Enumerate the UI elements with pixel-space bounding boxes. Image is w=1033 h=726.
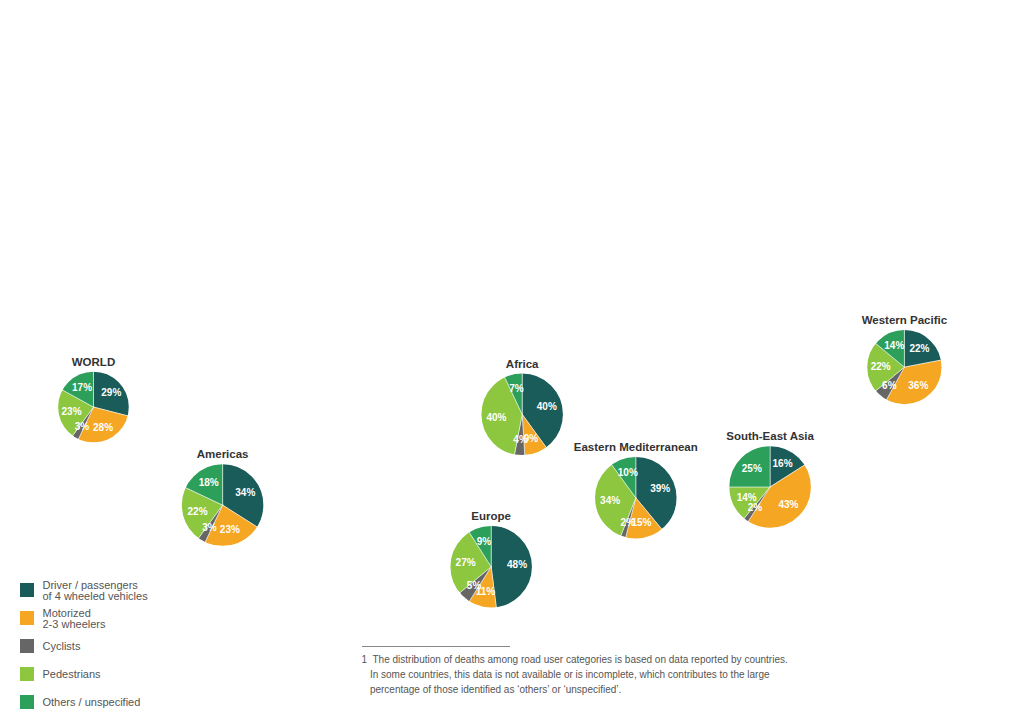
svg-text:22%: 22% — [909, 343, 929, 354]
svg-text:40%: 40% — [537, 401, 557, 412]
svg-text:9%: 9% — [523, 432, 539, 444]
svg-text:11%: 11% — [475, 586, 496, 598]
svg-text:6%: 6% — [882, 380, 897, 391]
svg-text:Driver / passengersof 4 wheele: Driver / passengersof 4 wheeled vehicles — [43, 579, 149, 602]
svg-text:40%: 40% — [486, 412, 506, 423]
svg-text:10%: 10% — [618, 467, 638, 478]
svg-text:23%: 23% — [61, 406, 81, 417]
svg-text:9%: 9% — [477, 536, 492, 547]
svg-text:4%: 4% — [513, 434, 528, 445]
svg-text:Motorized2-3 wheelers: Motorized2-3 wheelers — [43, 607, 106, 630]
svg-text:28%: 28% — [93, 422, 113, 433]
svg-text:27%: 27% — [456, 557, 476, 568]
svg-text:5%: 5% — [467, 580, 482, 591]
svg-text:Africa: Africa — [506, 358, 539, 370]
svg-text:WORLD: WORLD — [72, 356, 115, 368]
html-text:1 The distribution of deaths a: 1 The distribution of deaths among road … — [361, 654, 788, 695]
svg-text:18%: 18% — [199, 477, 219, 488]
svg-text:Pedestrians: Pedestrians — [43, 668, 102, 680]
svg-text:Europe: Europe — [471, 510, 511, 522]
svg-text:22%: 22% — [188, 506, 208, 517]
svg-text:Others / unspecified: Others / unspecified — [43, 696, 141, 708]
svg-text:3%: 3% — [75, 421, 90, 432]
svg-text:43%: 43% — [778, 499, 798, 510]
svg-text:Western Pacific: Western Pacific — [862, 314, 948, 326]
svg-text:17%: 17% — [72, 382, 92, 393]
svg-text:39%: 39% — [650, 483, 670, 494]
svg-text:29%: 29% — [101, 387, 121, 398]
svg-text:34%: 34% — [600, 495, 620, 506]
svg-text:2%: 2% — [621, 517, 636, 528]
svg-text:25%: 25% — [742, 463, 762, 474]
svg-text:2%: 2% — [748, 502, 763, 513]
svg-text:15%: 15% — [631, 517, 652, 529]
svg-text:3%: 3% — [202, 522, 217, 533]
svg-text:South-East Asia: South-East Asia — [726, 430, 814, 442]
svg-text:7%: 7% — [509, 383, 524, 394]
svg-text:14%: 14% — [737, 492, 757, 503]
svg-text:22%: 22% — [871, 361, 891, 372]
svg-text:Americas: Americas — [197, 448, 249, 460]
svg-text:14%: 14% — [884, 340, 904, 351]
svg-text:23%: 23% — [220, 524, 240, 535]
svg-text:36%: 36% — [908, 380, 928, 391]
svg-text:48%: 48% — [507, 559, 527, 570]
svg-text:34%: 34% — [235, 487, 255, 498]
svg-text:Cyclists: Cyclists — [43, 640, 81, 652]
svg-text:Eastern Mediterranean: Eastern Mediterranean — [574, 441, 698, 453]
svg-text:16%: 16% — [773, 458, 793, 469]
